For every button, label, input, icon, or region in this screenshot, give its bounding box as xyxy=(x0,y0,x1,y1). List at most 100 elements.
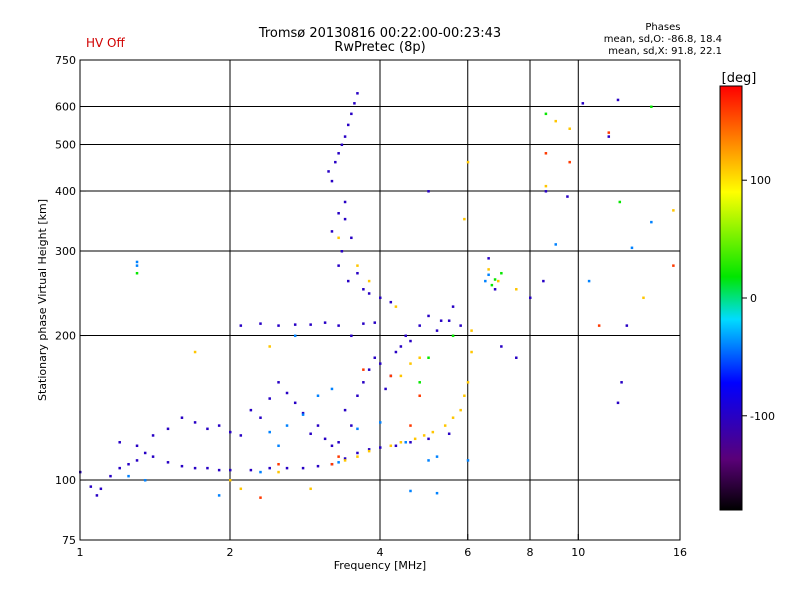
data-point xyxy=(193,421,197,424)
x-tick-label: 10 xyxy=(571,546,585,559)
data-point xyxy=(672,209,675,212)
data-point xyxy=(470,350,473,354)
data-point xyxy=(459,408,462,412)
data-point xyxy=(529,296,532,300)
data-point xyxy=(451,334,455,338)
data-point xyxy=(268,345,271,348)
data-point xyxy=(353,102,356,105)
data-point xyxy=(542,279,545,283)
data-point xyxy=(268,397,271,400)
data-point xyxy=(672,264,675,267)
colorbar-tick-label: 100 xyxy=(750,174,771,187)
data-point xyxy=(620,381,623,384)
data-point xyxy=(143,451,147,455)
data-point xyxy=(356,264,359,267)
data-point xyxy=(399,345,403,348)
data-point xyxy=(427,314,430,318)
data-point xyxy=(316,464,320,468)
data-point xyxy=(330,444,334,448)
data-point xyxy=(367,368,371,371)
phases-line-x: mean, sd,X: 91.8, 22.1 xyxy=(608,46,722,57)
data-point xyxy=(367,279,371,283)
data-point xyxy=(581,102,585,105)
phases-line-o: mean, sd,O: -86.8, 18.4 xyxy=(603,34,722,45)
data-point xyxy=(330,462,334,466)
data-point xyxy=(362,288,365,291)
data-point xyxy=(151,455,155,458)
data-point xyxy=(277,444,280,448)
data-point xyxy=(409,339,412,343)
data-point xyxy=(356,451,359,455)
data-point xyxy=(343,135,347,138)
data-point xyxy=(316,394,320,398)
data-point xyxy=(413,437,417,441)
data-point xyxy=(362,381,365,384)
data-point xyxy=(435,491,439,495)
data-point xyxy=(118,466,121,470)
data-point xyxy=(409,424,412,427)
data-point xyxy=(316,424,320,427)
data-point xyxy=(127,462,130,466)
data-point xyxy=(470,329,473,332)
data-point xyxy=(350,424,353,427)
data-point xyxy=(466,160,470,164)
data-point xyxy=(337,152,340,155)
data-point xyxy=(379,362,382,365)
data-point xyxy=(151,434,155,437)
data-point xyxy=(463,394,466,398)
chart-subtitle: RwPretec (8p) xyxy=(334,40,426,55)
data-point xyxy=(367,448,371,451)
data-point xyxy=(493,288,497,291)
data-point xyxy=(418,324,421,327)
data-point xyxy=(362,368,365,371)
data-point xyxy=(239,487,243,491)
data-point xyxy=(435,455,439,458)
data-point xyxy=(229,430,232,434)
data-point xyxy=(422,434,426,437)
data-point xyxy=(118,441,121,444)
data-point xyxy=(356,92,359,95)
colorbar-tick-label: -100 xyxy=(750,410,775,423)
y-tick-label: 400 xyxy=(55,185,76,198)
data-point xyxy=(379,446,382,449)
data-point xyxy=(427,356,430,359)
data-point xyxy=(566,195,569,198)
data-point xyxy=(487,268,490,271)
data-point xyxy=(544,184,548,188)
data-point xyxy=(285,391,289,395)
data-point xyxy=(268,466,271,470)
data-point xyxy=(166,427,170,431)
data-point xyxy=(367,449,371,453)
data-point xyxy=(587,279,591,283)
data-point xyxy=(568,160,571,164)
x-tick-label: 8 xyxy=(527,546,534,559)
data-point xyxy=(206,466,209,470)
data-point xyxy=(404,334,407,338)
data-point xyxy=(277,462,280,466)
data-point xyxy=(337,461,340,464)
data-point xyxy=(249,408,253,412)
data-point xyxy=(404,441,407,444)
data-point xyxy=(394,444,398,448)
data-point xyxy=(447,432,451,436)
y-tick-label: 200 xyxy=(55,330,76,343)
data-point xyxy=(285,424,289,427)
data-point xyxy=(409,362,412,365)
data-point xyxy=(239,434,243,437)
data-point xyxy=(143,479,147,482)
data-point xyxy=(180,416,184,419)
data-point xyxy=(487,257,490,260)
data-point xyxy=(109,474,112,478)
data-point xyxy=(373,356,377,359)
data-point xyxy=(394,305,398,308)
data-point xyxy=(99,487,103,491)
data-point xyxy=(337,212,340,215)
data-point xyxy=(625,324,629,327)
data-point xyxy=(337,236,340,240)
data-point xyxy=(127,474,130,478)
data-point xyxy=(500,345,503,348)
data-point xyxy=(346,279,350,283)
data-point xyxy=(327,170,330,173)
data-point xyxy=(350,334,353,338)
data-point xyxy=(373,321,377,324)
